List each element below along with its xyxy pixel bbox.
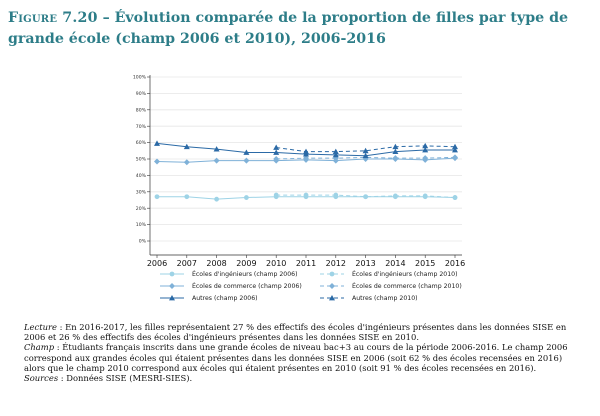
- y-tick-label: 60%: [136, 140, 147, 146]
- data-point: [303, 148, 309, 155]
- legend-entry-label: Autres (champ 2006): [192, 295, 258, 302]
- data-point: [243, 149, 250, 155]
- data-point: [362, 147, 369, 154]
- axes: 0% 10% 20% 30% 40% 50% 60% 70% 80% 90% 100% 2006 200…: [133, 75, 465, 268]
- x-tick-label: 2006: [147, 259, 167, 268]
- note-champ-label: Champ: [24, 342, 55, 353]
- y-tick-label: 90%: [136, 91, 147, 97]
- data-point: [422, 193, 428, 199]
- data-point: [452, 195, 458, 200]
- figure-number: Figure 7.20: [8, 10, 98, 26]
- legend-entry-label: Écoles d'ingénieurs (champ 2006): [192, 269, 298, 278]
- data-point: [214, 196, 220, 202]
- legend-swatch-marker: [169, 283, 175, 289]
- x-tick-label: 2010: [266, 259, 286, 268]
- data-point: [243, 157, 250, 164]
- data-point: [393, 193, 398, 199]
- y-tick-label: 0%: [139, 239, 147, 245]
- data-point: [154, 194, 160, 200]
- data-point: [244, 195, 249, 200]
- data-point: [273, 144, 280, 150]
- x-tick-label: 2012: [326, 259, 346, 268]
- data-point: [213, 157, 220, 164]
- x-tick-label: 2008: [206, 259, 226, 268]
- data-point: [422, 146, 429, 153]
- data-point: [154, 158, 160, 165]
- note-sources-text: : Données SISE (MESRI-SIES).: [58, 373, 193, 384]
- data-point: [392, 143, 399, 150]
- data-point: [213, 146, 220, 152]
- figure-caption: – Évolution comparée de la proportion de…: [8, 10, 569, 47]
- note-champ: Champ : Étudiants français inscrits dans…: [24, 342, 584, 373]
- y-tick-label: 40%: [136, 173, 147, 179]
- x-tick-label: 2007: [177, 259, 197, 268]
- data-point: [183, 159, 190, 166]
- legend-swatch-marker: [169, 271, 175, 277]
- note-lecture: Lecture : En 2016-2017, les filles repré…: [24, 322, 584, 342]
- line-chart: 0% 10% 20% 30% 40% 50% 60% 70% 80% 90% 100% 2006 200…: [133, 75, 465, 303]
- legend-entry-label: Écoles d'ingénieurs (champ 2010): [352, 269, 458, 278]
- data-point: [452, 143, 458, 150]
- y-tick-label: 20%: [136, 206, 147, 212]
- data-point: [333, 192, 339, 198]
- y-tick-label: 50%: [136, 157, 147, 163]
- x-tick-label: 2009: [236, 259, 256, 268]
- data-point: [392, 148, 399, 155]
- legend-entry-label: Autres (champ 2010): [352, 295, 418, 302]
- legend: Écoles d'ingénieurs (champ 2006) Écoles d…: [160, 269, 462, 302]
- data-point: [332, 151, 339, 158]
- series-lines: [154, 140, 458, 202]
- legend-swatch-marker: [329, 295, 335, 301]
- note-lecture-text: : En 2016-2017, les filles représentaien…: [24, 322, 567, 343]
- gridlines: [150, 76, 462, 242]
- note-lecture-label: Lecture: [24, 322, 57, 332]
- x-tick-label: 2014: [385, 259, 405, 268]
- data-point: [303, 192, 309, 198]
- data-point: [422, 155, 429, 162]
- note-sources-label: Sources: [24, 373, 59, 384]
- data-point: [273, 192, 279, 198]
- chart-notes: Lecture : En 2016-2017, les filles repré…: [24, 322, 584, 383]
- data-point: [392, 155, 399, 162]
- y-tick-label: 100%: [133, 75, 147, 81]
- y-tick-label: 80%: [136, 107, 147, 113]
- data-point: [154, 140, 160, 146]
- data-point: [363, 194, 368, 200]
- x-tick-label: 2016: [445, 259, 465, 268]
- y-tick-label: 30%: [136, 189, 147, 195]
- data-point: [452, 154, 458, 161]
- data-point: [362, 152, 369, 159]
- x-tick-label: 2013: [355, 259, 375, 268]
- figure-title: Figure 7.20 – Évolution comparée de la p…: [8, 8, 593, 50]
- plot-background: [150, 77, 462, 255]
- note-sources: Sources : Données SISE (MESRI-SIES).: [24, 373, 584, 383]
- y-tick-label: 10%: [136, 222, 147, 228]
- legend-swatch-marker: [329, 283, 335, 289]
- data-point: [422, 142, 429, 149]
- legend-entry-label: Écoles de commerce (champ 2006): [192, 281, 302, 290]
- legend-swatch-marker: [169, 295, 175, 301]
- data-point: [273, 149, 280, 155]
- x-tick-label: 2011: [296, 259, 316, 268]
- note-champ-text: : Étudiants français inscrits dans une g…: [24, 342, 568, 373]
- data-point: [183, 143, 190, 150]
- data-point: [273, 156, 280, 162]
- y-tick-label: 70%: [136, 124, 147, 130]
- x-tick-label: 2015: [415, 259, 435, 268]
- legend-entry-label: Écoles de commerce (champ 2010): [352, 281, 462, 290]
- data-point: [452, 146, 458, 153]
- data-point: [184, 194, 190, 200]
- data-point: [332, 148, 339, 155]
- data-point: [303, 155, 309, 162]
- legend-swatch-marker: [329, 271, 335, 277]
